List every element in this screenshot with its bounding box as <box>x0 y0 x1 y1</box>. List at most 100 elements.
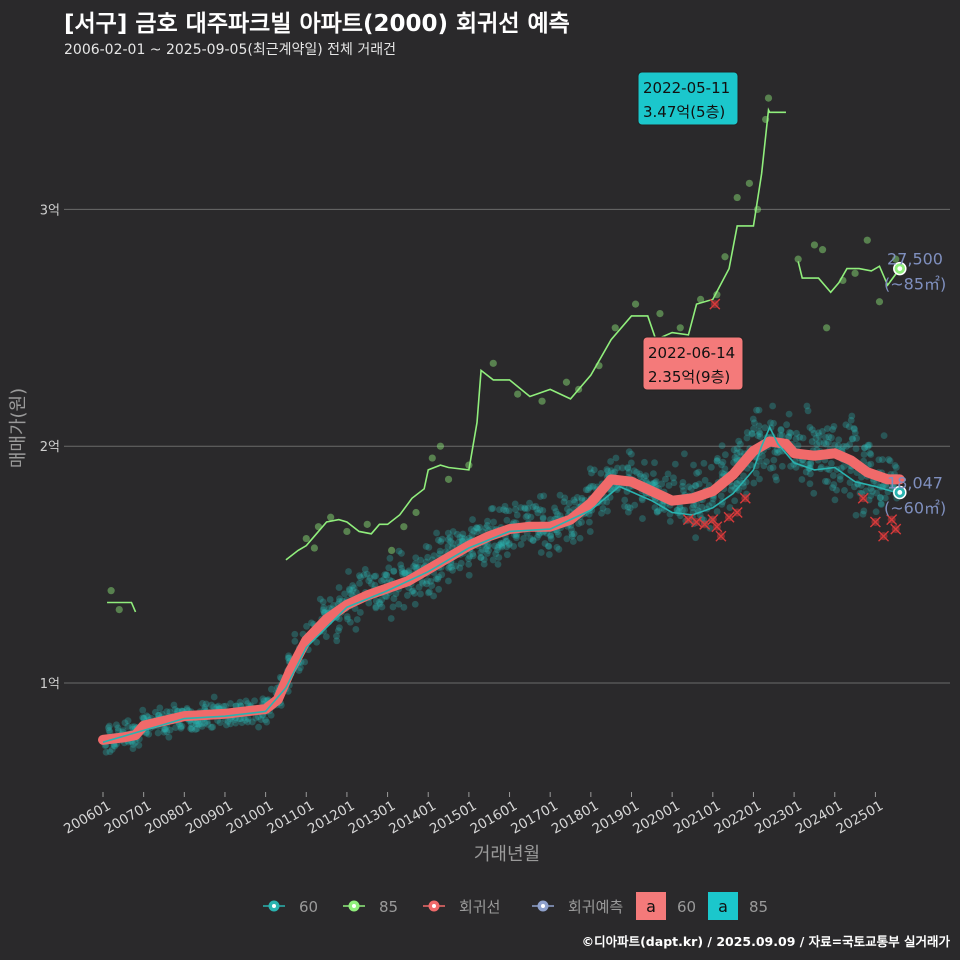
series-60-point <box>818 427 826 435</box>
series-60-point <box>489 504 497 512</box>
series-60-point <box>424 577 431 585</box>
series-60-point <box>824 478 831 485</box>
series-60-point <box>390 568 398 575</box>
series-60-point <box>547 531 555 539</box>
series-60-point <box>679 482 687 490</box>
series-60-point <box>556 491 564 499</box>
series-85-point <box>764 94 773 102</box>
series-60-point <box>496 506 503 514</box>
series-end-area: (~85㎡) <box>884 275 946 294</box>
series-60-point <box>244 700 252 707</box>
series-60-point <box>852 445 860 453</box>
series-60-point <box>621 502 628 510</box>
series-60-point <box>372 597 380 605</box>
series-60-point <box>733 449 741 457</box>
series-60-point <box>389 603 397 611</box>
series-60-point <box>861 444 869 452</box>
series-60-point <box>849 435 857 443</box>
series-60-point <box>446 534 454 541</box>
series-60-point <box>526 499 533 507</box>
series-60-point <box>493 546 501 554</box>
series-60-point <box>477 554 485 562</box>
series-60-point <box>210 703 218 711</box>
series-end-dot <box>897 266 903 271</box>
cancelled-mark <box>739 492 751 504</box>
series-60-point <box>807 459 815 467</box>
series-60-point <box>360 571 368 579</box>
series-60-point <box>799 434 807 442</box>
series-60-point <box>599 504 607 512</box>
series-85-lines <box>107 107 901 613</box>
series-60-point <box>786 429 793 436</box>
series-60-point <box>547 532 555 540</box>
series-60-point <box>335 627 342 635</box>
series-60-point <box>692 482 700 489</box>
series-60-point <box>435 585 443 593</box>
series-60-point <box>808 426 816 433</box>
series-60-point <box>476 523 484 531</box>
y-tick-label: 2억 <box>40 440 60 455</box>
series-60-point <box>163 728 171 736</box>
series-60-point <box>755 406 763 414</box>
series-60-point <box>425 543 433 551</box>
series-60-point <box>350 584 358 592</box>
series-60-point <box>422 543 430 550</box>
series-60-point <box>552 508 560 515</box>
series-60-point <box>444 536 452 543</box>
cancelled-mark <box>723 511 735 523</box>
y-tick-label: 1억 <box>40 677 60 692</box>
series-60-point <box>587 483 595 490</box>
callout-price: 3.47억(5층) <box>643 103 725 121</box>
series-60-point <box>503 516 511 524</box>
series-85-point <box>631 300 640 308</box>
series-60-point <box>865 441 873 449</box>
series-60-point <box>536 493 544 500</box>
series-60-point <box>573 494 581 501</box>
series-60-point <box>458 534 466 542</box>
cancelled-mark <box>886 514 898 526</box>
series-60-point <box>852 511 860 519</box>
series-60-point <box>827 434 835 442</box>
series-85-point <box>721 253 729 261</box>
series-60-point <box>714 454 721 462</box>
series-60-point <box>349 582 357 589</box>
series-60-point <box>796 433 804 441</box>
series-60-point <box>383 593 390 601</box>
series-60-point <box>284 654 292 662</box>
series-60-point <box>597 469 605 477</box>
series-60-point <box>291 630 299 638</box>
series-60-point <box>320 604 328 611</box>
y-tick-label: 3억 <box>40 203 60 218</box>
series-60-point <box>448 563 455 571</box>
series-60-point <box>754 432 762 440</box>
series-60-point <box>527 535 534 542</box>
series-60-point <box>718 469 726 477</box>
series-60-point <box>495 554 503 561</box>
series-60-point <box>687 485 695 492</box>
series-85-point <box>676 324 684 332</box>
series-60-point <box>823 425 831 433</box>
series-60-point <box>366 574 374 582</box>
series-60-point <box>347 590 355 598</box>
callout-date: 2022-06-14 <box>648 344 735 362</box>
series-60-point <box>410 562 418 570</box>
series-60-point <box>721 451 729 459</box>
series-60-point <box>568 530 576 538</box>
series-60-point <box>390 595 398 602</box>
series-60-point <box>785 410 793 418</box>
series-60-point <box>776 448 783 456</box>
series-60-point <box>295 667 303 674</box>
series-60-point <box>465 555 472 563</box>
series-60-point <box>102 748 110 756</box>
series-60-point <box>502 507 510 515</box>
series-60-point <box>497 540 505 548</box>
series-60-point <box>215 702 222 710</box>
series-60-point <box>353 616 361 623</box>
series-60-point <box>244 715 252 722</box>
legend-key-box <box>708 892 738 920</box>
prediction-line <box>102 425 901 743</box>
series-60-point <box>357 574 364 581</box>
series-60-point <box>503 551 511 559</box>
series-60-point <box>830 481 838 488</box>
series-60-point <box>227 700 234 707</box>
